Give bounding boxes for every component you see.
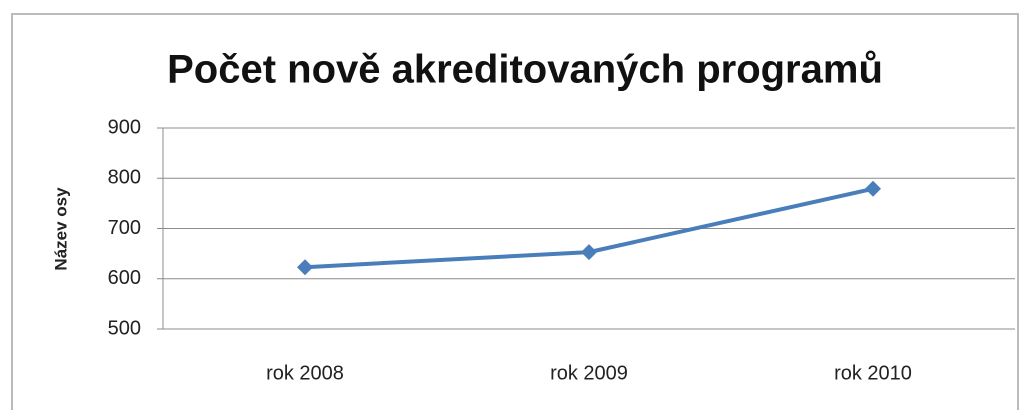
point (865, 180, 881, 197)
y-tick-label: 700 (108, 217, 141, 239)
y-tick-label: 500 (108, 317, 141, 339)
y-tick-label: 800 (108, 167, 141, 189)
point (581, 244, 597, 261)
chart-title: Počet nově akreditovaných programů (167, 48, 883, 92)
x-tick-label: rok 2008 (266, 362, 344, 384)
point (297, 259, 313, 276)
x-tick-label: rok 2009 (550, 362, 628, 384)
x-tick-label: rok 2010 (834, 362, 912, 384)
chart-frame (11, 13, 1019, 410)
y-tick-label: 900 (108, 116, 141, 138)
y-tick-label: 600 (108, 267, 141, 289)
y-axis-label: Název osy (51, 187, 70, 271)
